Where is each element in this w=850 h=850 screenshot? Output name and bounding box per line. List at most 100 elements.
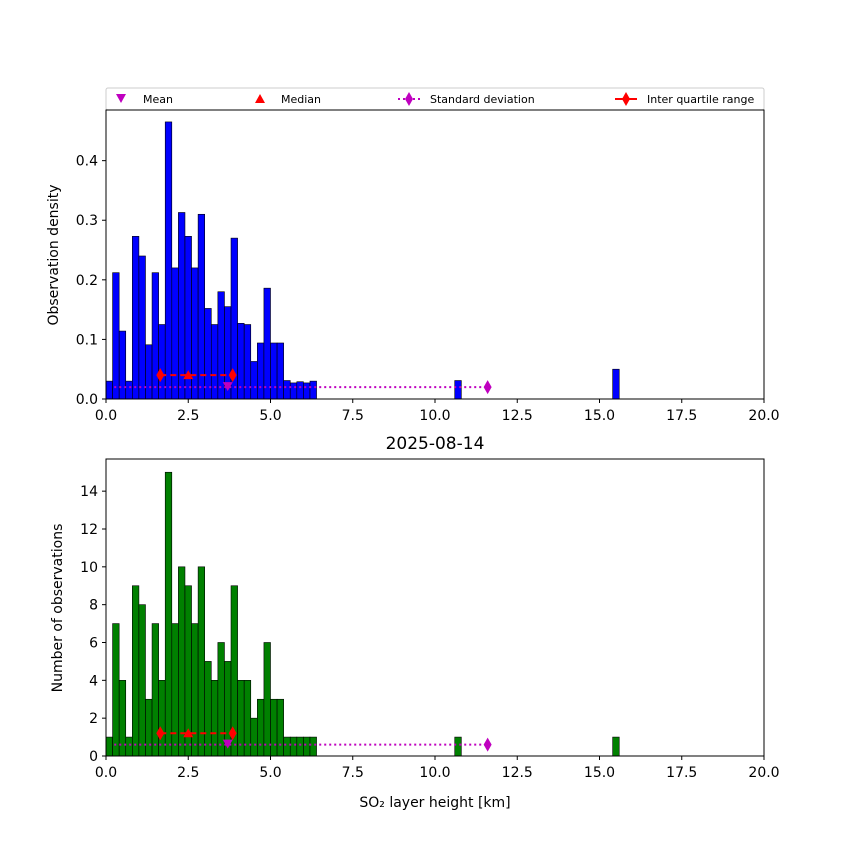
histogram-bar: [178, 212, 186, 400]
histogram-bar: [303, 736, 311, 757]
top-histogram-bars: [105, 121, 620, 400]
mean-marker: [222, 382, 233, 392]
legend-label-mean: Mean: [143, 93, 173, 106]
histogram-bar: [309, 736, 317, 757]
histogram-bar: [250, 717, 258, 757]
x-tick-label: 0.0: [95, 765, 117, 781]
y-tick-label: 12: [80, 522, 98, 538]
y-tick-label: 14: [80, 484, 98, 500]
std-marker: [483, 380, 492, 395]
top-x-axis: 0.0 2.5 5.0 7.5 10.0 12.5 15.0 17.5 20.0: [95, 399, 780, 424]
histogram-bar: [151, 623, 159, 757]
top-density-histogram: 0.0 2.5 5.0 7.5 10.0 12.5 15.0 17.5 20.0 0.00.10…: [46, 109, 780, 424]
x-tick-label: 20.0: [748, 408, 779, 424]
legend-entry-mean: Mean: [116, 93, 173, 106]
x-tick-label: 17.5: [666, 408, 697, 424]
top-y-axis-label: Observation density: [46, 184, 62, 325]
iqr-lower-marker: [156, 368, 165, 383]
std-legend-marker: [405, 92, 413, 106]
mean-marker: [222, 739, 233, 749]
iqr-legend-marker: [622, 92, 630, 106]
bottom-count-histogram: 2025-08-14 0.0 2.5 5.0 7.5 10.0 12.5 15.0 17.5 2…: [50, 434, 780, 811]
histogram-bar: [151, 272, 159, 400]
x-tick-label: 0.0: [95, 408, 117, 424]
histogram-bar: [112, 272, 120, 400]
y-tick-label: 0.1: [76, 332, 98, 348]
x-tick-label: 2.5: [177, 765, 199, 781]
histogram-bar: [270, 698, 278, 757]
x-tick-label: 17.5: [666, 765, 697, 781]
y-tick-label: 6: [89, 635, 98, 651]
histogram-bar: [263, 642, 271, 757]
x-tick-label: 5.0: [259, 408, 281, 424]
bottom-y-axis-label: Number of observations: [50, 524, 66, 693]
histogram-bar: [276, 342, 284, 400]
histogram-bar: [105, 736, 113, 757]
median-marker: [183, 370, 194, 380]
histogram-bar: [454, 736, 462, 757]
histogram-bar: [303, 382, 311, 400]
histogram-bar: [204, 661, 212, 757]
histogram-bar: [289, 736, 298, 757]
median-marker: [183, 728, 194, 738]
x-tick-label: 15.0: [584, 408, 615, 424]
x-tick-label: 10.0: [419, 408, 450, 424]
histogram-bar: [263, 287, 271, 400]
legend-label-std: Standard deviation: [430, 93, 535, 106]
histogram-bar: [164, 121, 173, 400]
x-tick-label: 5.0: [259, 765, 281, 781]
y-tick-label: 10: [80, 560, 98, 576]
histogram-bar: [138, 255, 146, 400]
histogram-bar: [612, 368, 620, 400]
histogram-bar: [197, 566, 205, 757]
histogram-bar: [289, 382, 298, 400]
legend-entry-std: Standard deviation: [398, 92, 535, 106]
histogram-bar: [283, 736, 291, 757]
histogram-bar: [250, 361, 258, 400]
x-tick-label: 12.5: [502, 408, 533, 424]
histogram-bar: [283, 380, 291, 400]
x-tick-label: 12.5: [502, 765, 533, 781]
bottom-x-axis-label: SO₂ layer height [km]: [359, 795, 510, 811]
x-tick-label: 20.0: [748, 765, 779, 781]
histogram-bar: [138, 604, 146, 757]
x-tick-label: 2.5: [177, 408, 199, 424]
median-legend-marker: [255, 94, 265, 103]
legend-entry-iqr: Inter quartile range: [615, 92, 754, 106]
histogram-bar: [125, 736, 133, 757]
x-tick-label: 7.5: [342, 765, 364, 781]
histogram-bar: [112, 623, 120, 757]
histogram-bar: [171, 267, 179, 400]
histogram-bar: [197, 213, 205, 400]
histogram-bar: [204, 308, 212, 400]
histogram-bar: [171, 623, 179, 757]
histogram-bar: [164, 471, 173, 757]
histogram-bar: [178, 566, 186, 757]
histogram-bar: [105, 380, 113, 400]
histogram-bar: [257, 698, 265, 757]
legend: Mean Median Standard deviation Inter qua…: [105, 87, 765, 111]
histogram-bar: [132, 236, 140, 400]
iqr-lower-marker: [156, 726, 165, 741]
y-tick-label: 8: [89, 598, 98, 614]
y-tick-label: 4: [89, 673, 98, 689]
histogram-bar: [612, 736, 620, 757]
histogram-bar: [132, 585, 140, 757]
histogram-bar: [145, 344, 153, 400]
histogram-bar: [257, 342, 265, 400]
iqr-upper-marker: [228, 726, 237, 741]
y-tick-label: 0.0: [76, 392, 98, 408]
top-y-axis: 0.0 0.1 0.2 0.3 0.4: [76, 154, 106, 408]
y-tick-label: 0: [89, 749, 98, 765]
y-tick-label: 2: [89, 711, 98, 727]
legend-entry-median: Median: [255, 93, 321, 106]
bottom-y-axis: 0 2 4 6 8 10 12 14: [80, 484, 106, 765]
histogram-bar: [118, 330, 127, 400]
bottom-statistics-markers: [114, 726, 492, 752]
y-tick-label: 0.2: [76, 273, 98, 289]
y-tick-label: 0.3: [76, 213, 98, 229]
histogram-bar: [217, 642, 225, 757]
histogram-bar: [145, 698, 153, 757]
histogram-bar: [454, 380, 462, 400]
histogram-bar: [125, 380, 133, 400]
